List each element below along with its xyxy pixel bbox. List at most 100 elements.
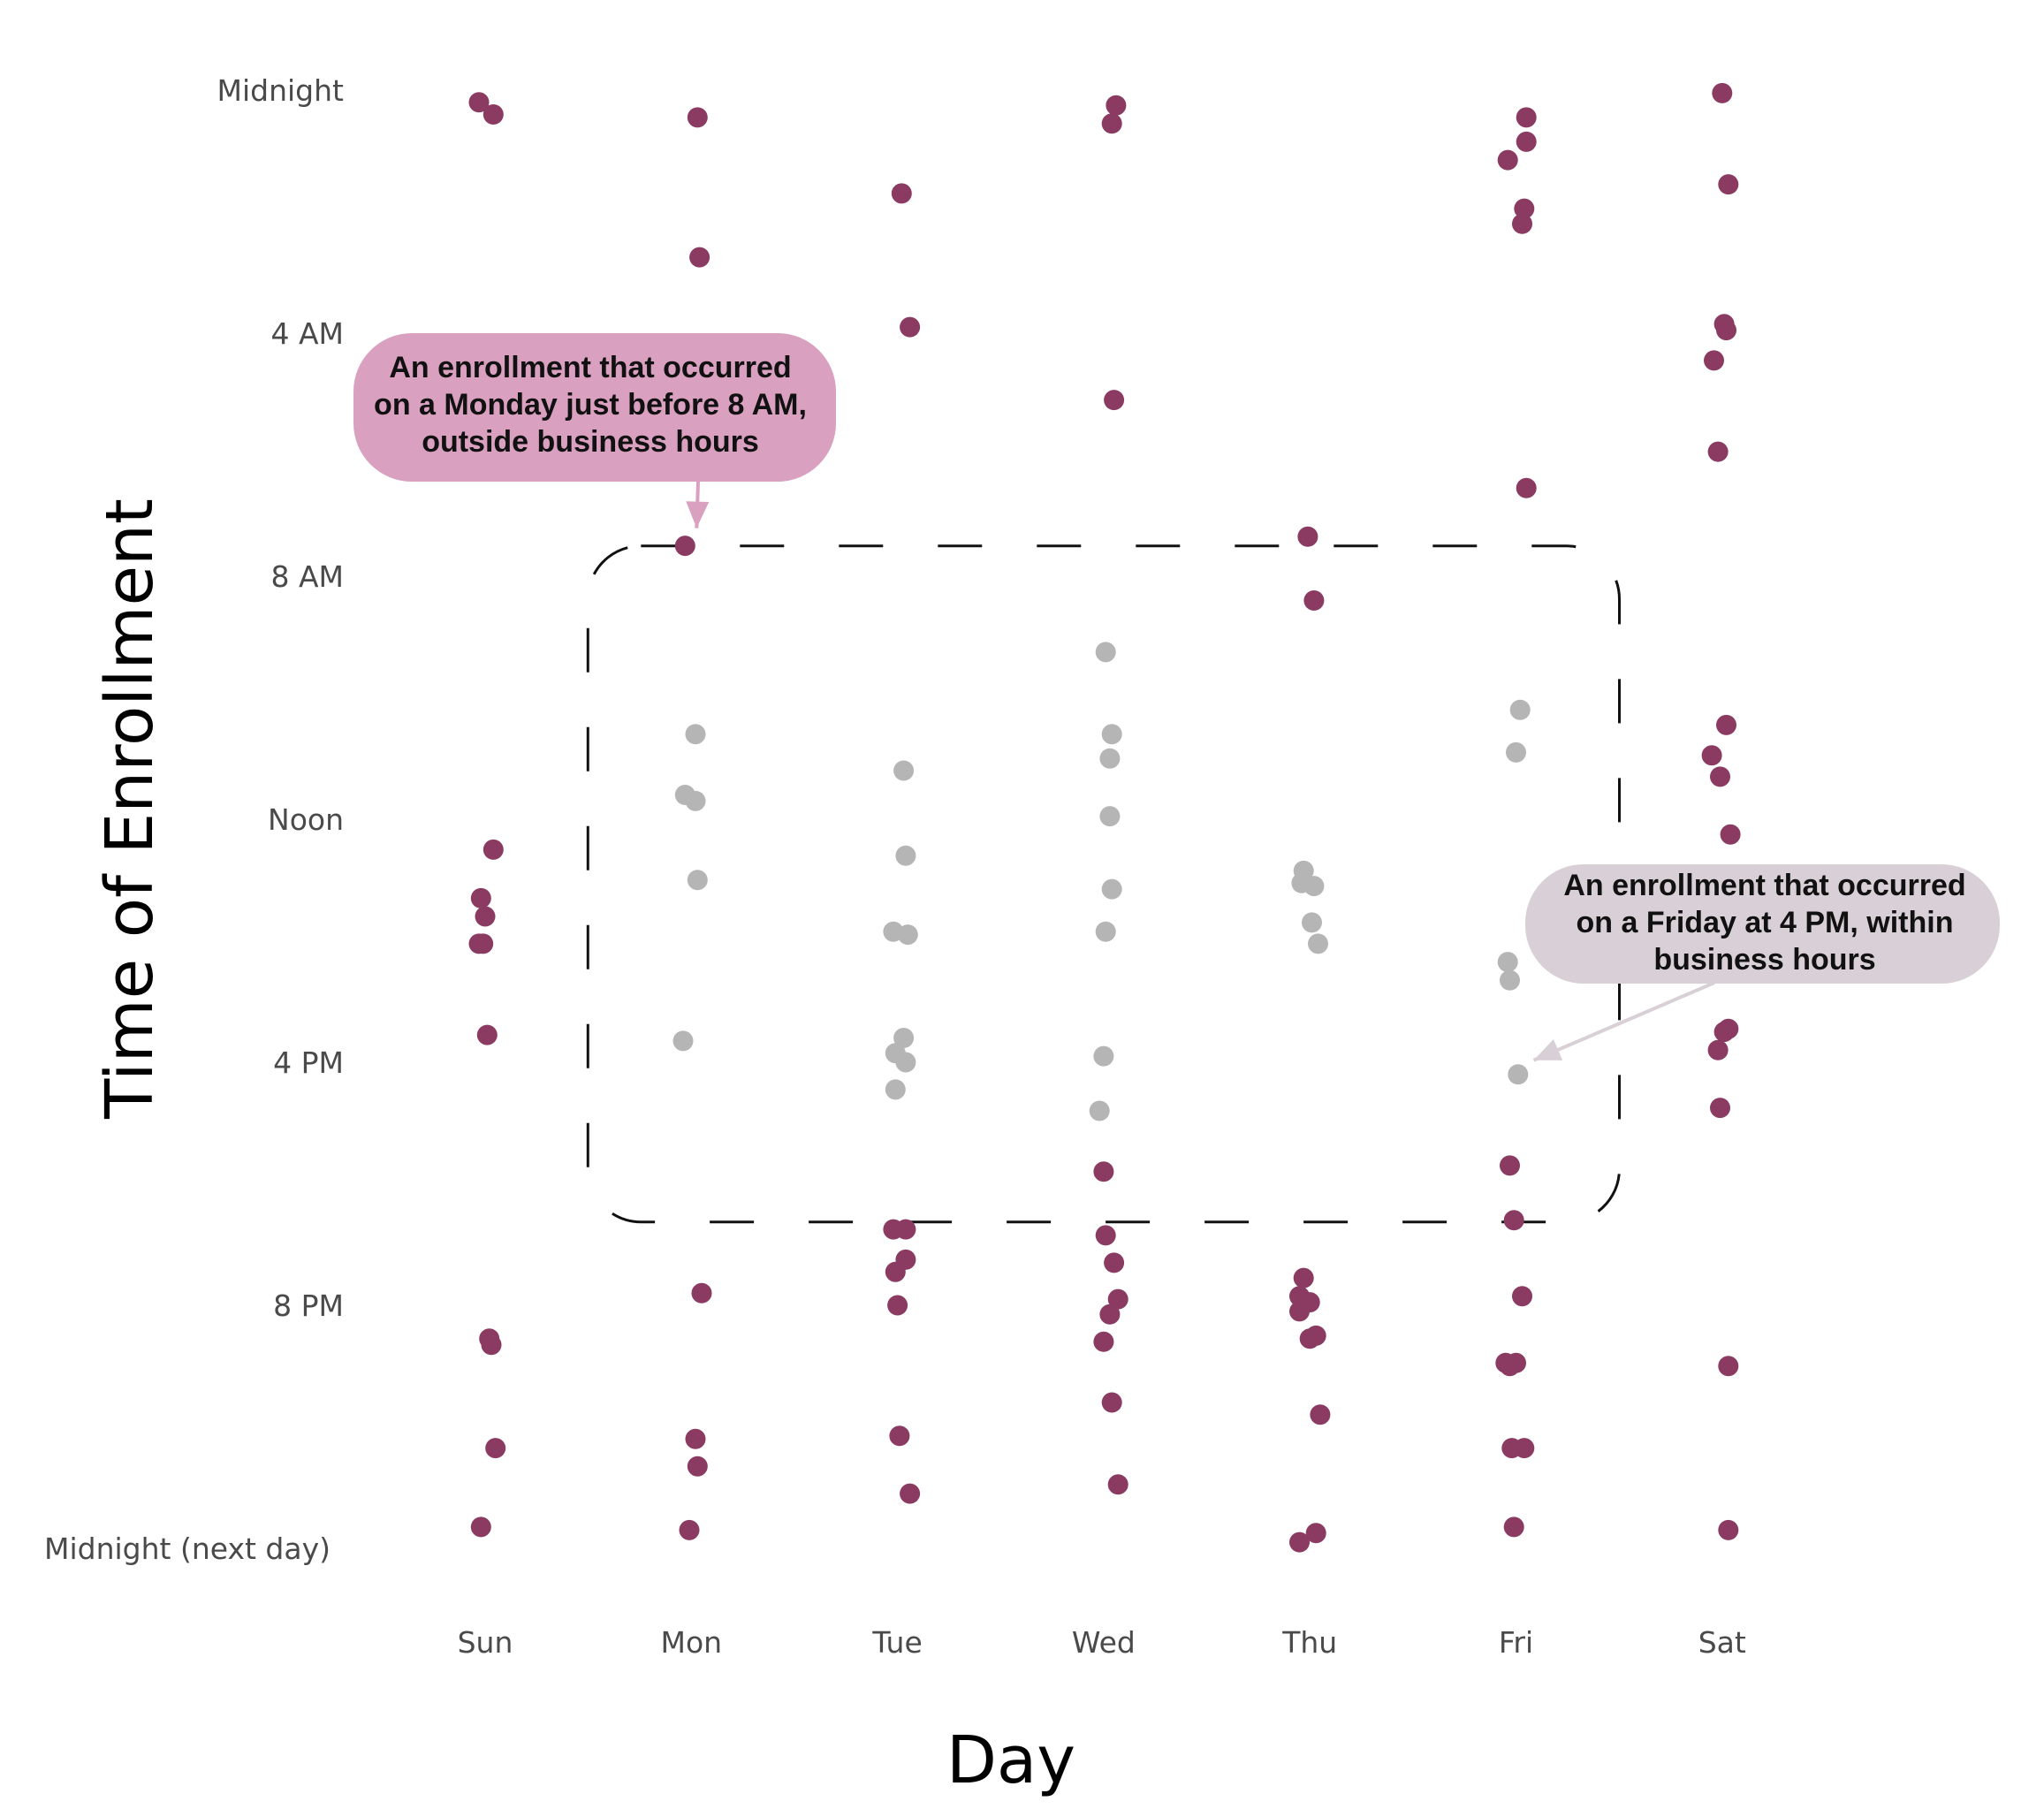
data-point xyxy=(1099,806,1121,827)
data-point xyxy=(1503,1516,1524,1538)
data-point xyxy=(895,1219,916,1240)
data-point xyxy=(470,887,491,908)
data-point xyxy=(1093,1161,1114,1182)
data-point xyxy=(885,1261,906,1282)
data-point xyxy=(473,933,494,954)
data-point xyxy=(893,760,915,781)
data-point xyxy=(887,1295,908,1316)
data-point xyxy=(1305,1523,1326,1544)
data-point xyxy=(1508,1064,1529,1085)
data-point xyxy=(685,1428,706,1449)
data-point xyxy=(900,316,921,338)
data-point xyxy=(1107,1474,1128,1495)
data-point xyxy=(1516,131,1537,152)
data-point xyxy=(1503,1210,1524,1231)
callout-friday: An enrollment that occurred on a Friday a… xyxy=(1525,864,2000,1062)
data-point xyxy=(1089,1100,1110,1121)
x-axis-title: Day xyxy=(946,1722,1075,1798)
callout-friday-arrow-line xyxy=(1532,981,1715,1062)
data-point xyxy=(1289,1532,1310,1553)
data-point xyxy=(895,845,916,866)
data-point xyxy=(672,1030,694,1052)
data-point xyxy=(1104,390,1125,411)
data-point xyxy=(1704,350,1724,371)
data-point xyxy=(1101,1392,1122,1413)
y-tick-label: Noon xyxy=(268,802,344,837)
x-axis-ticks: Sun Mon Tue Wed Thu Fri Sat xyxy=(458,1625,1746,1660)
callout-monday-bubble xyxy=(353,333,836,482)
callout-friday-text-line: on a Friday at 4 PM, within xyxy=(1577,906,1954,939)
callout-friday-text-line: An enrollment that occurred xyxy=(1563,869,1965,902)
data-point xyxy=(1093,1045,1114,1067)
data-point xyxy=(1293,1267,1314,1288)
data-point xyxy=(1497,952,1518,973)
data-point xyxy=(1303,876,1325,897)
data-point xyxy=(685,724,706,745)
callout-friday-arrowhead xyxy=(1533,1038,1563,1060)
data-point xyxy=(674,536,695,557)
data-point xyxy=(1099,1304,1121,1325)
y-axis-title: Time of Enrollment xyxy=(92,498,168,1120)
data-point xyxy=(1095,921,1116,942)
data-point xyxy=(1512,1286,1532,1307)
data-point xyxy=(897,924,918,946)
data-point xyxy=(1101,113,1122,134)
callout-monday: An enrollment that occurred on a Monday j… xyxy=(353,333,836,528)
data-point xyxy=(1099,748,1121,769)
data-point xyxy=(895,1052,916,1073)
data-point xyxy=(481,1334,502,1356)
data-point xyxy=(1303,590,1325,611)
data-point xyxy=(1107,1288,1128,1310)
data-point xyxy=(687,1456,708,1477)
data-point xyxy=(1718,174,1739,195)
data-point xyxy=(1104,1252,1125,1273)
data-point xyxy=(1308,933,1328,954)
x-tick-label: Tue xyxy=(871,1625,922,1660)
data-point xyxy=(687,870,708,891)
callouts: An enrollment that occurred on a Monday j… xyxy=(353,333,2000,1062)
data-point xyxy=(679,1519,700,1540)
data-point xyxy=(1720,824,1741,845)
data-point xyxy=(1712,82,1733,103)
y-tick-label: Midnight (next day) xyxy=(44,1532,331,1566)
data-point xyxy=(1095,642,1116,663)
callout-friday-bubble xyxy=(1525,864,2000,984)
data-point xyxy=(1512,213,1532,234)
y-tick-label: Midnight xyxy=(217,73,345,108)
data-point xyxy=(893,1028,915,1048)
data-point xyxy=(1516,107,1537,128)
data-point xyxy=(1509,699,1531,720)
data-point xyxy=(1302,912,1322,933)
data-point xyxy=(885,1079,906,1100)
data-point xyxy=(475,906,496,927)
data-point xyxy=(900,1483,921,1504)
data-point xyxy=(889,1425,910,1447)
data-point xyxy=(689,247,710,268)
y-tick-label: 4 AM xyxy=(270,316,344,351)
data-point xyxy=(1710,1098,1730,1119)
y-tick-label: 8 AM xyxy=(270,559,344,594)
data-point xyxy=(468,92,490,113)
data-point xyxy=(1101,878,1122,900)
callout-friday-text-line: business hours xyxy=(1653,943,1875,977)
data-point xyxy=(483,839,504,860)
callout-monday-arrowhead xyxy=(686,501,710,528)
data-point xyxy=(1718,1356,1739,1377)
data-point xyxy=(1701,745,1722,766)
x-tick-label: Mon xyxy=(661,1625,723,1660)
data-point xyxy=(1101,724,1122,745)
data-point xyxy=(1297,526,1318,547)
data-point xyxy=(1514,198,1535,219)
y-axis-ticks: Midnight 4 AM 8 AM Noon 4 PM 8 PM Midnight (ne… xyxy=(44,73,344,1566)
callout-monday-text-line: on a Monday just before 8 AM, xyxy=(374,388,807,422)
data-point xyxy=(1716,320,1736,341)
data-point xyxy=(1500,969,1520,991)
data-point xyxy=(470,1516,491,1538)
data-point xyxy=(1516,477,1537,498)
x-tick-label: Sun xyxy=(458,1625,513,1660)
data-point xyxy=(691,1282,712,1304)
data-points xyxy=(468,82,1741,1553)
data-point xyxy=(1289,1301,1310,1322)
x-tick-label: Thu xyxy=(1281,1625,1337,1660)
